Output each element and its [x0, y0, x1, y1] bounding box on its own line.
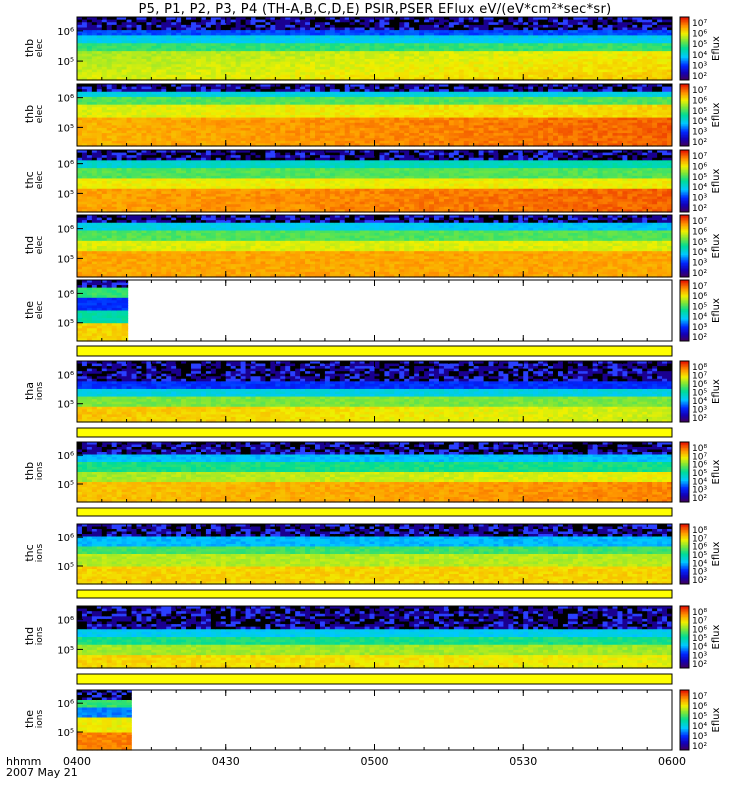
energy-tick-label: 10⁶ — [57, 27, 74, 38]
colorbar-tick-label: 10² — [692, 72, 707, 82]
spectrogram-cells — [77, 17, 672, 81]
figure-title: P5, P1, P2, P3, P4 (TH-A,B,C,D,E) PSIR,P… — [0, 2, 750, 17]
spectrogram-cells — [77, 84, 672, 147]
colorbar-tick-label: 10⁷ — [692, 19, 707, 29]
colorbar-tick-label: 10⁴ — [692, 51, 707, 61]
colorbar-tick-label: 10⁵ — [692, 40, 707, 50]
energy-tick-label: 10⁵ — [57, 57, 74, 68]
colorbar-tick-label: 10³ — [692, 61, 707, 71]
colorbar-tick-label: 10⁶ — [692, 30, 707, 40]
colorbar-label: Eflux — [711, 36, 722, 61]
